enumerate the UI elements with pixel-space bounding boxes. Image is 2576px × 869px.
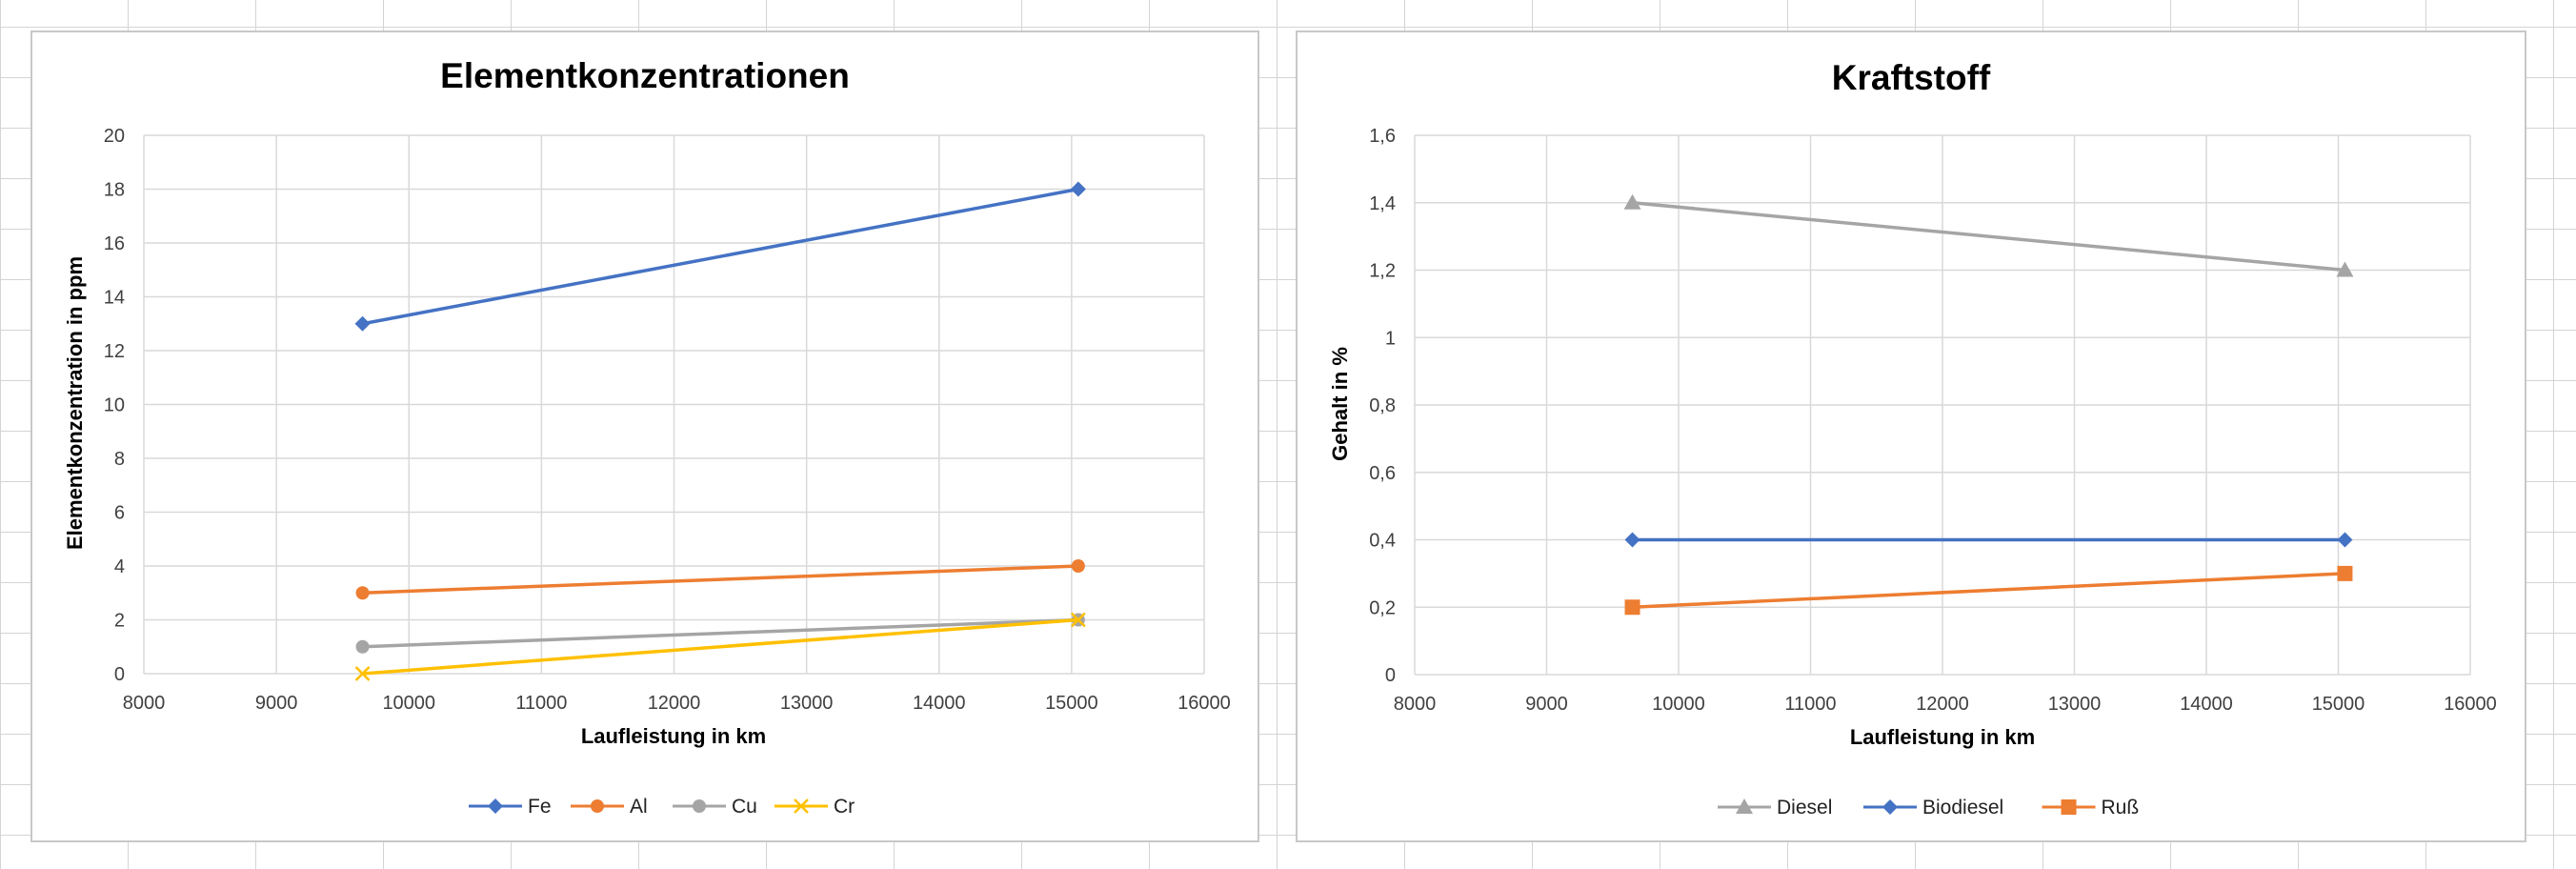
y-tick-label: 0 (1385, 665, 1396, 686)
gridlines (1414, 134, 2471, 676)
data-point-biodiesel (1624, 532, 1640, 548)
y-tick-label: 8 (114, 449, 125, 470)
legend-label: Diesel (1777, 797, 1832, 818)
series-line-fe (362, 187, 1079, 326)
legend-marker (693, 799, 706, 813)
legend-marker (1882, 799, 1898, 815)
y-axis-label: Gehalt in % (1328, 347, 1352, 461)
gridlines (143, 134, 1205, 675)
y-tick-label: 6 (114, 503, 125, 524)
legend-marker (488, 798, 503, 814)
data-point-cr (354, 666, 371, 681)
legend-label: Al (630, 796, 648, 818)
legend-marker (1736, 798, 1753, 814)
data-point-diesel (1623, 193, 1641, 210)
legend-label: Cr (834, 796, 855, 818)
legend-label: Fe (528, 796, 552, 818)
x-tick-label: 12000 (1916, 694, 1969, 715)
chart-elementkonzentrationen[interactable]: Elementkonzentrationen Elementkonzentrat… (30, 30, 1259, 842)
legend-item-diesel[interactable]: Diesel (1718, 797, 1832, 818)
x-tick-label: 15000 (2312, 694, 2365, 715)
x-tick-label: 8000 (123, 693, 166, 714)
y-tick-label: 1,2 (1369, 261, 1396, 282)
series-line-diesel (1632, 201, 2345, 273)
chart-title: Elementkonzentrationen (440, 56, 850, 95)
y-tick-label: 0,2 (1369, 597, 1396, 618)
data-point-ru- (2337, 565, 2353, 581)
legend-marker (2061, 799, 2077, 815)
legend-label: Ruß (2102, 797, 2140, 818)
x-tick-label: 8000 (1394, 694, 1437, 715)
y-tick-label: 20 (104, 126, 125, 147)
data-point-cu (355, 639, 370, 654)
y-tick-label: 2 (114, 611, 125, 632)
y-tick-label: 16 (104, 233, 125, 254)
y-tick-label: 0 (114, 664, 125, 685)
legend-item-ru-[interactable]: Ruß (2042, 797, 2140, 818)
x-tick-label: 11000 (1784, 694, 1836, 715)
series-line-al (362, 564, 1078, 595)
y-tick-label: 0,8 (1369, 395, 1396, 416)
x-tick-label: 10000 (382, 693, 435, 714)
y-axis-label: Elementkonzentration in ppm (63, 256, 87, 550)
x-tick-label: 13000 (780, 693, 834, 714)
legend-item-biodiesel[interactable]: Biodiesel (1863, 797, 2003, 818)
x-tick-label: 14000 (913, 693, 966, 714)
x-tick-label: 12000 (648, 693, 701, 714)
x-tick-label: 10000 (1652, 694, 1705, 715)
data-point-al (355, 586, 370, 600)
data-point-ru- (1624, 599, 1640, 616)
chart-kraftstoff[interactable]: Kraftstoff Gehalt in % Laufleistung in k… (1296, 30, 2526, 842)
y-tick-label: 10 (104, 395, 125, 416)
legend-marker (591, 799, 604, 813)
legend-item-al[interactable]: Al (571, 796, 648, 818)
legend-label: Biodiesel (1922, 797, 2003, 818)
y-tick-label: 4 (114, 556, 125, 577)
y-tick-label: 1,6 (1369, 126, 1396, 147)
y-tick-label: 0,6 (1369, 463, 1396, 484)
legend-label: Cu (732, 796, 757, 818)
data-point-cr (1070, 612, 1086, 628)
data-point-biodiesel (2337, 532, 2353, 548)
chart-svg-elementkonzentrationen: Elementkonzentrationen Elementkonzentrat… (63, 56, 1231, 818)
x-tick-label: 13000 (2048, 694, 2102, 715)
y-tick-label: 18 (104, 180, 125, 201)
legend-item-fe[interactable]: Fe (469, 796, 552, 818)
x-axis-label: Laufleistung in km (581, 724, 766, 748)
y-tick-label: 0,4 (1369, 531, 1396, 552)
x-tick-label: 11000 (515, 693, 567, 714)
x-tick-label: 16000 (2444, 694, 2497, 715)
y-tick-label: 1 (1385, 328, 1396, 349)
legend-item-cu[interactable]: Cu (673, 796, 757, 818)
data-point-fe (1070, 181, 1086, 197)
legend-item-cr[interactable]: Cr (775, 796, 855, 818)
data-point-al (1071, 559, 1085, 573)
chart-svg-kraftstoff: Kraftstoff Gehalt in % Laufleistung in k… (1328, 58, 2497, 818)
legend-marker (794, 798, 809, 814)
chart-title: Kraftstoff (1832, 58, 1991, 97)
series-line-ru- (1632, 572, 2345, 609)
y-tick-label: 1,4 (1369, 193, 1396, 214)
series-line-cu (362, 617, 1078, 649)
y-tick-label: 14 (104, 288, 125, 309)
x-tick-label: 14000 (2180, 694, 2233, 715)
x-tick-label: 16000 (1177, 693, 1231, 714)
data-point-fe (354, 315, 371, 332)
y-tick-label: 12 (104, 341, 125, 362)
x-axis-label: Laufleistung in km (1850, 725, 2035, 749)
x-tick-label: 15000 (1045, 693, 1098, 714)
x-tick-label: 9000 (1525, 694, 1568, 715)
data-point-diesel (2336, 261, 2354, 277)
series-line-cr (362, 617, 1078, 676)
x-tick-label: 9000 (255, 693, 298, 714)
